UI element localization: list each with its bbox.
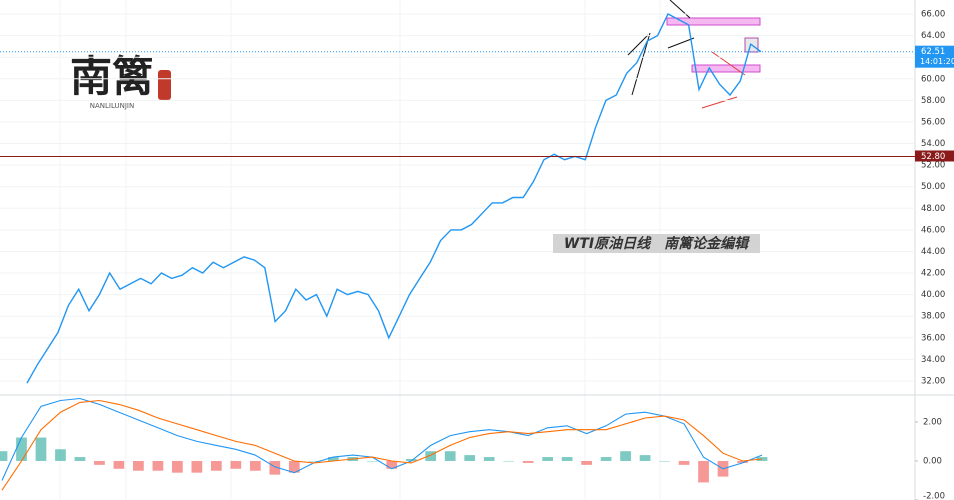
- signal-line: [1, 399, 763, 491]
- logo-title: 南篱: [70, 52, 154, 101]
- logo: 南篱 NANLILUNJIN: [70, 52, 171, 110]
- annotation-bg: [553, 234, 760, 253]
- histogram-bar: [678, 460, 690, 465]
- y-tick-label: 32.00: [921, 376, 945, 386]
- y-tick-label: 52.00: [921, 161, 945, 171]
- y-tick-label: 38.00: [921, 312, 945, 322]
- histogram-bar: [249, 460, 261, 471]
- histogram-bar: [737, 460, 748, 463]
- histogram-bar: [191, 460, 203, 473]
- histogram-bar: [639, 455, 651, 461]
- y-tick-label: 40.00: [921, 290, 945, 300]
- histogram-bar: [464, 455, 476, 461]
- price-tag: [915, 45, 954, 68]
- histogram-bar: [172, 460, 183, 473]
- price-tag-label: 62.51: [921, 47, 945, 57]
- histogram-bar: [230, 460, 242, 469]
- histogram-bar: [327, 457, 339, 461]
- logo-seal: [158, 70, 171, 100]
- y-tick-label: 42.00: [921, 269, 945, 279]
- histogram-bar: [425, 451, 437, 461]
- y-tick-label: 64.00: [921, 31, 945, 41]
- trend-line: [667, 37, 695, 49]
- y-tick-label: 2.00: [923, 417, 942, 427]
- y-tick-label: 0.00: [923, 456, 942, 466]
- price-tag-label: 52.80: [921, 152, 945, 162]
- y-tick-label: 48.00: [921, 204, 945, 214]
- histogram-bar: [659, 460, 670, 462]
- macd-line: [1, 397, 763, 481]
- price-tag: [915, 150, 954, 162]
- price-line: [26, 13, 762, 384]
- histogram-bar: [561, 457, 573, 461]
- histogram-bar: [288, 460, 300, 473]
- histogram-bar: [35, 437, 47, 461]
- histogram-bar: [74, 457, 86, 461]
- y-tick-label: 66.00: [921, 10, 945, 20]
- histogram-bar: [0, 451, 8, 461]
- y-tick-label: 34.00: [921, 355, 945, 365]
- histogram-bar: [444, 451, 456, 461]
- histogram-bar: [600, 457, 612, 461]
- histogram-bar: [542, 457, 553, 461]
- countdown: 14:01:20: [920, 57, 954, 66]
- y-tick-label: 60.00: [921, 74, 945, 84]
- histogram-bar: [152, 460, 164, 471]
- histogram-bar: [366, 460, 378, 462]
- y-tick-label: -2.00: [923, 492, 945, 500]
- histogram-bar: [269, 460, 281, 475]
- y-tick-label: 56.00: [921, 117, 945, 127]
- histogram-bar: [698, 460, 709, 483]
- histogram-bar: [16, 437, 27, 461]
- histogram-bar: [386, 460, 398, 469]
- histogram-bar: [483, 457, 495, 461]
- histogram-bar: [94, 460, 105, 465]
- histogram-bar: [620, 451, 631, 461]
- y-tick-label: 36.00: [921, 333, 945, 343]
- trend-line: [701, 96, 738, 109]
- histogram-bar: [503, 460, 515, 462]
- y-tick-label: 50.00: [921, 182, 945, 192]
- histogram-bar: [308, 460, 320, 462]
- trend-line: [627, 34, 649, 56]
- histogram-bar: [522, 460, 534, 463]
- histogram-bar: [581, 460, 592, 465]
- histogram-bar: [55, 449, 66, 461]
- histogram-bar: [405, 459, 417, 461]
- zone-box: [666, 17, 761, 26]
- y-tick-label: 46.00: [921, 225, 945, 235]
- trend-line: [631, 32, 651, 96]
- logo-subtitle: NANLILUNJIN: [90, 102, 135, 110]
- y-tick-label: 44.00: [921, 247, 945, 257]
- y-tick-label: 58.00: [921, 96, 945, 106]
- y-tick-label: 54.00: [921, 139, 945, 149]
- trend-line: [711, 51, 746, 76]
- annotation: WTI原油日线 南篱论金编辑: [564, 235, 750, 252]
- zone-box: [691, 64, 761, 73]
- trend-line: [669, 0, 691, 19]
- histogram-bar: [113, 460, 125, 469]
- histogram-bar: [211, 460, 222, 471]
- histogram-bar: [133, 460, 144, 471]
- drawings: [627, 0, 761, 109]
